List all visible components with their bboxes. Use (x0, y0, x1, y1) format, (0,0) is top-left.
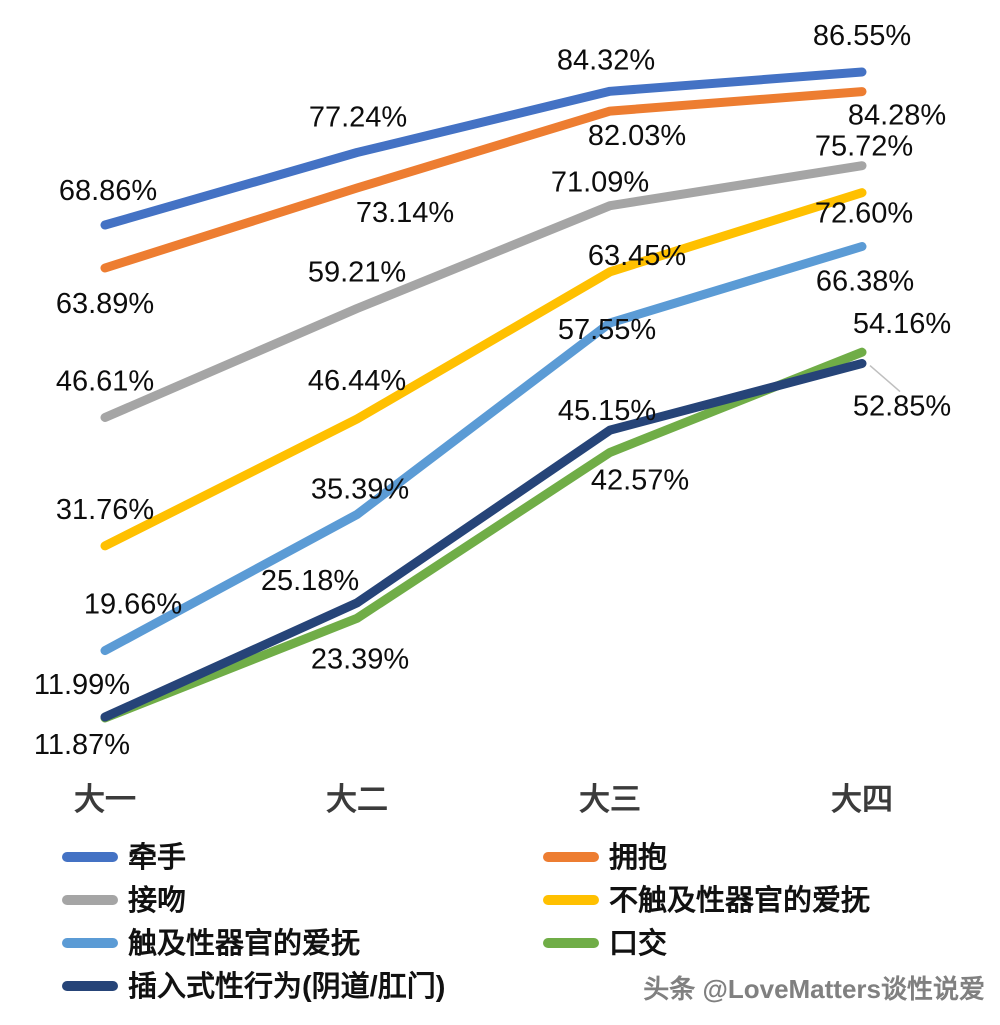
legend-item: 拥抱 (543, 841, 667, 874)
data-label: 86.55% (813, 20, 911, 52)
data-label: 73.14% (356, 197, 454, 229)
legend-label: 触及性器官的爱抚 (128, 926, 360, 960)
data-labels-layer: 68.86% 77.24% 84.32% 86.55% 63.89% 73.14% 82.0… (34, 20, 951, 761)
data-label: 35.39% (311, 474, 409, 506)
data-label: 63.89% (56, 288, 154, 320)
series-line-牵手 (100, 67, 867, 230)
legend-item: 触及性器官的爱抚 (62, 926, 360, 960)
data-label: 19.66% (84, 589, 182, 621)
data-label: 77.24% (309, 102, 407, 134)
legend-label: 插入式性行为(阴道/肛门) (128, 970, 445, 1003)
series-line-触及性器官的爱抚 (100, 242, 867, 656)
legend-swatch-icon (543, 895, 599, 905)
legend-label: 口交 (609, 926, 667, 960)
x-axis-layer: 大一 大二 大三 大四 (74, 782, 893, 817)
data-label: 42.57% (591, 464, 689, 496)
series-line-插入式性行为(阴道/肛门) (100, 359, 867, 722)
watermark: 头条 @LoveMatters谈性说爱 (643, 974, 985, 1004)
data-label: 52.85% (853, 391, 951, 423)
legend-item: 接吻 (62, 884, 186, 917)
data-label: 84.32% (557, 44, 655, 76)
legend-label: 接吻 (128, 884, 186, 917)
data-label: 68.86% (59, 175, 157, 207)
series-line-接吻 (100, 161, 867, 422)
data-label: 59.21% (308, 257, 406, 289)
data-label: 11.87% (34, 729, 130, 761)
data-label: 46.61% (56, 366, 154, 398)
legend-label: 不触及性器官的爱抚 (609, 883, 870, 917)
series-line-口交 (100, 347, 867, 723)
legend-label: 拥抱 (609, 841, 667, 874)
data-label: 46.44% (308, 365, 406, 397)
data-label: 31.76% (56, 494, 154, 526)
label-leader-line (869, 364, 901, 393)
legend-swatch-icon (62, 852, 118, 862)
data-label: 54.16% (853, 308, 951, 340)
data-label: 45.15% (558, 395, 656, 427)
data-label: 63.45% (588, 240, 686, 272)
data-label: 25.18% (261, 565, 359, 597)
legend-swatch-icon (62, 895, 118, 905)
data-label: 84.28% (848, 100, 946, 132)
x-axis-label: 大四 (831, 782, 893, 817)
series-line-拥抱 (100, 87, 867, 273)
leader-line-layer (869, 364, 901, 393)
data-label: 57.55% (558, 314, 656, 346)
legend-label: 牵手 (128, 841, 186, 874)
x-axis-label: 大三 (579, 782, 641, 817)
legend-swatch-icon (543, 852, 599, 862)
legend-item: 牵手 (62, 841, 186, 874)
data-label: 72.60% (815, 198, 913, 230)
data-label: 75.72% (815, 131, 913, 163)
legend-swatch-icon (62, 981, 118, 991)
data-label: 23.39% (311, 643, 409, 675)
series-line-不触及性器官的爱抚 (100, 188, 867, 551)
legend-swatch-icon (543, 938, 599, 948)
legend-item: 口交 (543, 926, 667, 960)
legend-swatch-icon (62, 938, 118, 948)
data-label: 71.09% (551, 167, 649, 199)
legend-item: 插入式性行为(阴道/肛门) (62, 970, 445, 1003)
series-lines-layer (100, 67, 867, 723)
x-axis-label: 大一 (74, 782, 136, 817)
data-label: 66.38% (816, 266, 914, 298)
data-label: 11.99% (34, 669, 130, 701)
data-label: 82.03% (588, 120, 686, 152)
legend-item: 不触及性器官的爱抚 (543, 883, 870, 917)
x-axis-label: 大二 (326, 782, 388, 817)
